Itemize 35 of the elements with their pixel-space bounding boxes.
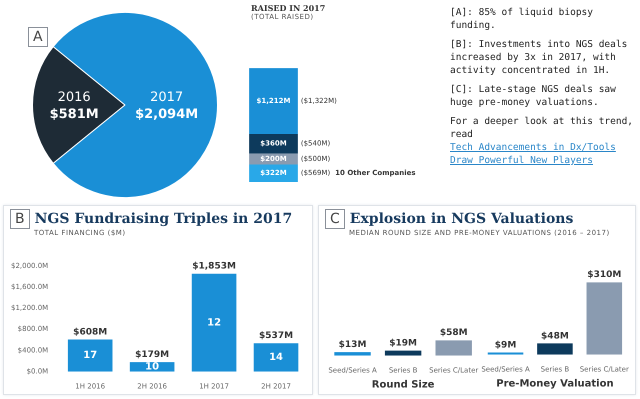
- data-label: $58M: [440, 328, 468, 338]
- text: [B]: Investments into NGS deals increased by 3x in 2017, with activity concentrated in 1H.: [450, 38, 628, 77]
- data-label: $537M: [259, 331, 294, 342]
- text: Tech Advancements in Dx/Tools Draw Powerful New Players: [450, 141, 617, 167]
- annotation: 17: [83, 350, 98, 362]
- data-label: $13M: [338, 340, 366, 350]
- data-label: $310M: [587, 270, 622, 280]
- data-label: $48M: [541, 331, 569, 342]
- chart-title: NGS Fundraising Triples in 2017: [34, 211, 292, 227]
- data-label: $9M: [494, 340, 516, 350]
- bar: [249, 68, 298, 134]
- text: C: [325, 209, 345, 229]
- bar: [68, 340, 112, 372]
- annotation: 12: [207, 317, 222, 328]
- text: B: [10, 209, 30, 229]
- bar: [192, 274, 236, 372]
- slice-label: 2017: [150, 90, 184, 105]
- text: A: [28, 27, 48, 47]
- bar: [254, 343, 298, 372]
- x-axis-title: Pre-Money Valuation: [496, 378, 614, 390]
- annotation: 10: [145, 361, 160, 372]
- chart-title: Explosion in NGS Valuations: [350, 211, 574, 227]
- x-axis-title: Round Size: [372, 380, 435, 391]
- data-label: $608M: [73, 327, 108, 338]
- data-label: $1,853M: [192, 262, 236, 272]
- data-label: $2,094M: [135, 107, 198, 122]
- data-label: $179M: [135, 350, 170, 360]
- slice-label: 2016: [58, 90, 91, 105]
- text: [C]: Late-stage NGS deals saw huge pre-money valuations.: [450, 83, 617, 109]
- data-label: $581M: [50, 107, 99, 122]
- text: [A]: 85% of liquid biopsy funding.: [450, 6, 594, 32]
- text: For a deeper look at this trend, read: [450, 115, 634, 141]
- chart-title: RAISED IN 2017: [251, 3, 326, 13]
- data-label: $19M: [389, 338, 418, 348]
- annotation: 14: [269, 352, 284, 364]
